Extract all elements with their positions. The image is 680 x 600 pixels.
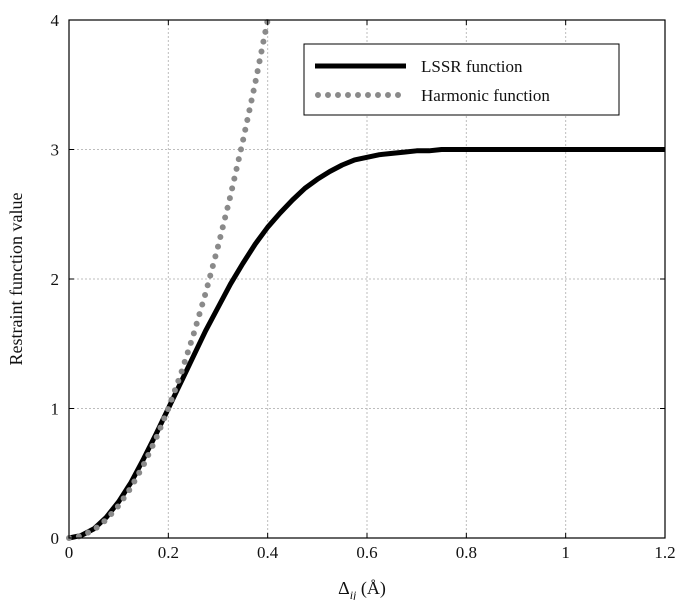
legend-label-lssr: LSSR function xyxy=(421,57,523,76)
x-tick-label: 0.6 xyxy=(356,543,377,562)
series-layer xyxy=(66,17,665,541)
series-line-lssr xyxy=(68,147,665,541)
x-tick-label: 1.2 xyxy=(654,543,675,562)
x-axis-title: Δij (Å) xyxy=(338,578,386,600)
y-axis-title: Restraint function value xyxy=(6,193,26,366)
x-axis-title-subscript: ij xyxy=(350,588,357,600)
x-tick-label: 0.8 xyxy=(456,543,477,562)
legend: LSSR function Harmonic function xyxy=(303,43,620,116)
axis-ticks: 0 0.2 0.4 0.6 0.8 1 1.2 0 1 2 3 4 xyxy=(51,11,676,562)
x-tick-label: 0.2 xyxy=(158,543,179,562)
y-tick-label: 0 xyxy=(51,529,60,548)
y-tick-label: 4 xyxy=(51,11,60,30)
x-tick-label: 0.4 xyxy=(257,543,279,562)
series-line-harmonic xyxy=(66,17,271,541)
x-axis-title-symbol: Δ xyxy=(338,578,350,598)
x-tick-label: 0 xyxy=(65,543,74,562)
legend-label-harmonic: Harmonic function xyxy=(421,86,550,105)
x-tick-label: 1 xyxy=(561,543,570,562)
legend-box xyxy=(303,43,620,116)
y-tick-label: 3 xyxy=(51,141,60,160)
y-tick-label: 1 xyxy=(51,400,60,419)
y-tick-label: 2 xyxy=(51,270,60,289)
x-axis-title-unit: (Å) xyxy=(356,578,386,599)
